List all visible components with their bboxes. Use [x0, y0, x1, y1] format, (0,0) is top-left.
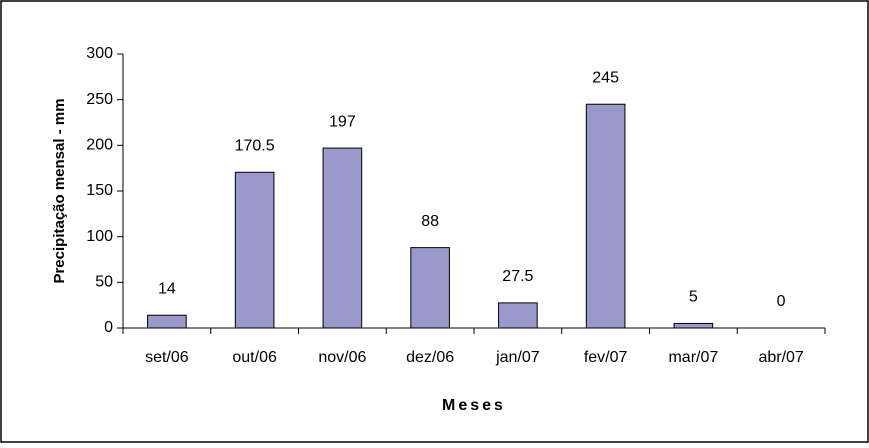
y-tick-label: 100 — [86, 228, 113, 245]
bar — [410, 247, 450, 329]
y-axis-label: Precipitação mensal - mm — [51, 98, 68, 283]
y-tick-label: 0 — [104, 319, 113, 336]
x-tick-label: out/06 — [232, 349, 277, 366]
bar — [234, 171, 275, 329]
value-label: 170.5 — [235, 137, 275, 154]
y-tick-label: 250 — [86, 91, 113, 108]
x-axis-label: Meses — [442, 397, 506, 414]
value-label: 0 — [777, 293, 786, 310]
value-label: 5 — [689, 289, 698, 306]
bar — [585, 103, 626, 329]
value-label: 197 — [329, 113, 356, 130]
x-tick-label: fev/07 — [584, 349, 628, 366]
y-tick-label: 300 — [86, 45, 113, 62]
x-tick-label: dez/06 — [406, 349, 454, 366]
y-tick-label: 200 — [86, 137, 113, 154]
bar — [147, 314, 187, 329]
bar — [673, 322, 714, 329]
x-tick-label: set/06 — [145, 349, 189, 366]
value-label: 88 — [421, 213, 439, 230]
bar — [498, 302, 538, 329]
x-tick-label: jan/07 — [495, 349, 540, 366]
x-tick-label: nov/06 — [318, 349, 366, 366]
y-tick-label: 150 — [86, 182, 113, 199]
y-tick-label: 50 — [95, 274, 113, 291]
value-label: 245 — [592, 69, 619, 86]
x-tick-label: abr/07 — [758, 349, 803, 366]
value-label: 14 — [158, 280, 176, 297]
bar — [322, 147, 363, 329]
x-tick-label: mar/07 — [668, 349, 718, 366]
value-label: 27.5 — [502, 268, 533, 285]
